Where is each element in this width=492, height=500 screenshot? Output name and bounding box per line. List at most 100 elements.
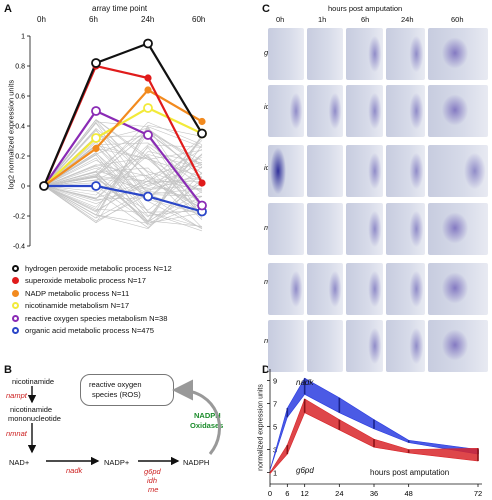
background-gene-line [43,153,203,200]
y-tick-label: 0.6 [15,94,25,101]
in-situ-image [346,28,383,80]
series-point [91,106,101,116]
background-gene-line [43,122,203,228]
nadp-label: NADP+ [104,458,130,467]
legend-item: superoxide metabolic process N=17 [12,275,262,288]
panel-d-ylabel: normalized expression units [257,384,265,471]
background-gene-line [43,167,203,230]
legend-label: reactive oxygen species metabolism N=38 [25,313,168,323]
background-gene-line [43,152,203,213]
nad-label: NAD+ [9,458,30,467]
in-situ-image [346,263,383,315]
in-situ-image [346,145,383,197]
in-situ-image [428,263,488,315]
in-situ-image [307,28,343,80]
series-point [198,117,206,126]
series-point [91,133,101,143]
series-point [143,38,153,49]
background-gene-line [43,157,203,194]
legend-item: organic acid metabolic process N=475 [12,325,262,338]
background-gene-line [43,128,203,187]
legend-marker [12,289,19,297]
in-situ-image [307,263,343,315]
panel-a-chart: 1 0.8 0.6 0.4 0.2 0 -0.2 -0.4 [13,34,207,251]
legend-marker [12,314,19,322]
y-tick-label: 0 [21,184,25,191]
background-gene-line [43,119,203,217]
legend-label: hydrogen peroxide metabolic process N=12 [25,263,172,273]
timepoint-24h: 24h [141,15,155,24]
timepoint-6h: 6h [89,15,98,24]
in-situ-image [386,28,425,80]
enzyme-idh: idh [147,476,158,485]
background-gene-line [43,185,203,224]
x-tick-label: 24 [335,489,343,498]
in-situ-image [346,203,383,255]
y-tick-label: 0.8 [15,64,25,71]
legend-marker [12,277,19,285]
panel-a-header: array time point [92,4,148,13]
nmn-label-2: mononucleotide [8,414,61,423]
in-situ-image [428,85,488,137]
background-gene-line [43,142,203,187]
series-point [91,181,101,191]
y-tick-label: 1 [273,469,277,478]
nmnat-label: nmnat [6,429,27,438]
y-tick-label: -0.4 [13,244,25,251]
nampt-label: nampt [6,391,27,400]
y-tick-label: 0.2 [15,154,25,161]
in-situ-image [428,320,488,372]
nmn-label-1: nicotinamide [10,405,53,414]
in-situ-image [307,85,343,137]
series-label-nadk: nadk [296,378,314,387]
series-band [269,398,479,475]
legend-item: hydrogen peroxide metabolic process N=12 [12,262,262,275]
background-gene-line [43,131,203,187]
in-situ-image [428,203,488,255]
hpa-0h: 0h [276,15,285,24]
series-line [43,106,203,187]
background-gene-line [43,153,203,218]
series-point [197,128,207,139]
y-tick-label: 9 [273,377,277,386]
series-point [144,74,152,82]
background-gene-line [43,185,203,232]
legend-marker [12,302,19,310]
nadk-label: nadk [66,466,83,475]
background-gene-line [43,166,203,211]
in-situ-image [346,85,383,137]
panel-d-letter: D [262,364,270,376]
in-situ-image [386,203,425,255]
timepoint-60h: 60h [192,15,206,24]
legend-marker [12,327,19,335]
in-situ-image [386,263,425,315]
in-situ-image [268,85,304,137]
series-point [92,144,100,153]
panel-d-xlabel: hours post amputation [370,468,450,477]
legend-label: NADP metabolic process N=11 [25,288,130,298]
nicotinamide-label: nicotinamide [12,377,55,386]
in-situ-image [386,85,425,137]
background-gene-line [43,151,203,208]
panel-a-legend: hydrogen peroxide metabolic process N=12… [12,262,262,337]
panel-b-arrows [27,379,221,466]
series-point [197,200,207,211]
y-tick-label: 3 [273,446,277,455]
in-situ-image [346,320,383,372]
series-point [144,86,152,94]
enzyme-me: me [148,485,159,494]
background-gene-line [43,141,203,198]
series-line [42,42,203,187]
x-tick-label: 36 [370,489,378,498]
in-situ-image [268,320,304,372]
series-point [143,130,153,140]
background-gene-line [43,121,203,187]
legend-label: organic acid metabolic process N=475 [25,326,154,336]
legend-item: nicotinamide metabolism N=17 [12,300,262,313]
background-gene-line [43,146,203,219]
in-situ-image [268,263,304,315]
background-gene-line [43,128,203,229]
in-situ-image [386,320,425,372]
oxidases-line-1: NADPH [194,411,221,420]
panel-c-letter: C [262,3,270,15]
